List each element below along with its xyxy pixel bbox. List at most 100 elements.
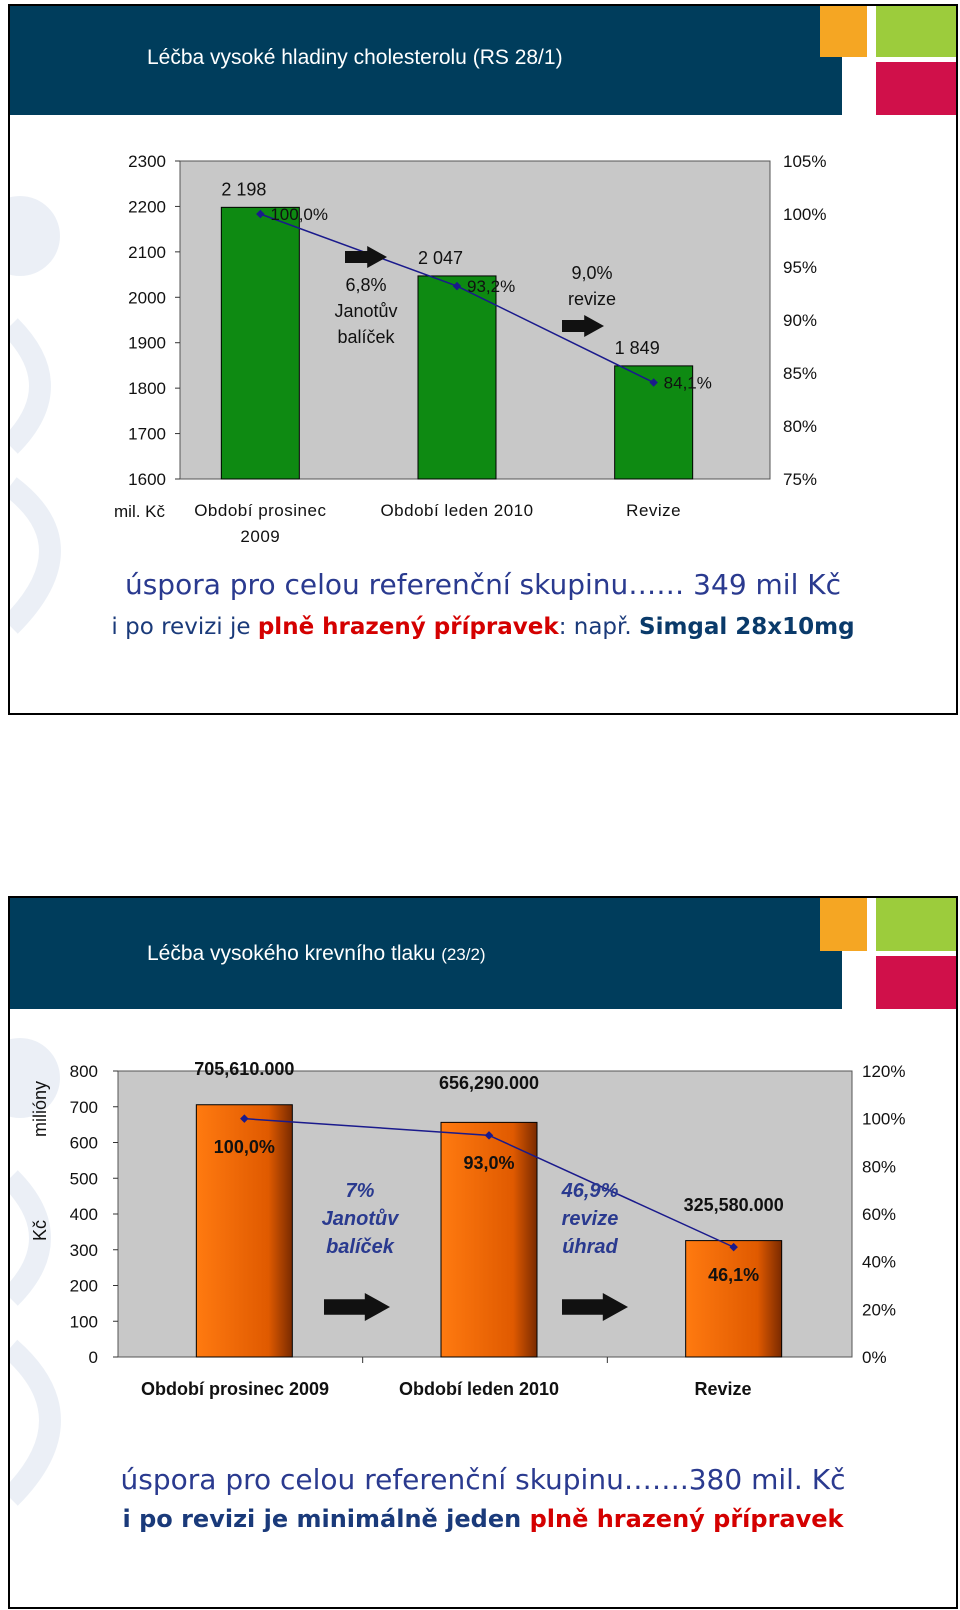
annotation-label: Janotův bbox=[322, 1208, 401, 1230]
category-label: Období leden 2010 bbox=[380, 501, 533, 520]
category-label: Období prosinec 2009 bbox=[141, 1379, 329, 1399]
corner-tile-green bbox=[876, 6, 956, 57]
category-label: Revize bbox=[626, 501, 681, 520]
y-tick-label: 500 bbox=[70, 1169, 98, 1188]
slide-title-code: (23/2) bbox=[441, 945, 486, 964]
bar bbox=[685, 1240, 783, 1358]
annotation-label: 7% bbox=[346, 1180, 375, 1202]
note-highlight: plně hrazený přípravek bbox=[257, 614, 559, 640]
annotation-label: revize bbox=[568, 289, 616, 309]
note-text-1: i po revizi je minimálně jeden bbox=[122, 1505, 530, 1533]
y-tick-label: 700 bbox=[70, 1098, 98, 1117]
y2-tick-label: 0% bbox=[862, 1348, 887, 1367]
corner-tile-red bbox=[876, 62, 956, 115]
corner-tile-orange bbox=[820, 898, 867, 951]
bar-value-label: 2 047 bbox=[418, 248, 463, 268]
y2-tick-label: 75% bbox=[783, 470, 817, 489]
y2-tick-label: 120% bbox=[862, 1062, 905, 1081]
annotation-label: úhrad bbox=[562, 1236, 618, 1258]
bar bbox=[417, 275, 497, 480]
category-label: Období prosinec bbox=[194, 501, 326, 520]
percent-label: 46,1% bbox=[708, 1265, 759, 1285]
arrow-icon bbox=[324, 1293, 390, 1321]
y-tick-label: 200 bbox=[70, 1277, 98, 1296]
slide-header: Léčba vysoké hladiny cholesterolu (RS 28… bbox=[10, 6, 842, 115]
note-highlight: plně hrazený přípravek bbox=[529, 1505, 844, 1533]
y-tick-label: 300 bbox=[70, 1241, 98, 1260]
y-tick-label: 2000 bbox=[128, 288, 166, 307]
bar-value-label: 325,580.000 bbox=[684, 1195, 784, 1215]
arrow-right bbox=[562, 315, 604, 337]
watermark-sun-icon bbox=[10, 1038, 61, 1506]
arrow-right bbox=[345, 246, 387, 268]
note-text-2: : např. bbox=[558, 614, 639, 640]
category-label: 2009 bbox=[240, 527, 280, 546]
percent-label: 84,1% bbox=[664, 374, 712, 393]
y-tick-label: 1600 bbox=[128, 470, 166, 489]
y2-tick-label: 105% bbox=[783, 152, 826, 171]
note-text-1: i po revizi je bbox=[111, 614, 258, 640]
y-tick-label: 600 bbox=[70, 1134, 98, 1153]
slide-cholesterol: Léčba vysoké hladiny cholesterolu (RS 28… bbox=[8, 4, 958, 715]
annotation-label: Janotův bbox=[334, 301, 397, 321]
category-label: Období leden 2010 bbox=[399, 1379, 559, 1399]
y-axis-label-top: milióny bbox=[30, 1081, 50, 1137]
y2-tick-label: 60% bbox=[862, 1205, 896, 1224]
y2-tick-label: 95% bbox=[783, 258, 817, 277]
blood-pressure-chart: 800 700 600 500 400 300 200 100 0 milióny Kč 120% 10… bbox=[30, 1059, 905, 1399]
arrow-right bbox=[562, 1293, 628, 1321]
bar bbox=[195, 1104, 293, 1358]
slide-header: Léčba vysokého krevního tlaku (23/2) bbox=[10, 898, 842, 1009]
slide-title-main: Léčba vysokého krevního tlaku bbox=[147, 942, 442, 965]
percent-label: 100,0% bbox=[270, 205, 328, 224]
y2-tick-label: 100% bbox=[783, 205, 826, 224]
percent-label: 93,0% bbox=[463, 1153, 514, 1173]
reimbursement-note: i po revizi je plně hrazený přípravek: n… bbox=[10, 614, 956, 640]
y-tick-label: 0 bbox=[89, 1348, 98, 1367]
corner-tile-red bbox=[876, 956, 956, 1009]
bar-value-label: 1 849 bbox=[615, 338, 660, 358]
y-tick-label: 2100 bbox=[128, 243, 166, 262]
cholesterol-chart: 2300 2200 2100 2000 1900 1800 1700 1600 mil. Kč 1… bbox=[114, 152, 826, 546]
y2-tick-label: 100% bbox=[862, 1110, 905, 1129]
y2-tick-label: 80% bbox=[862, 1157, 896, 1176]
bar-value-label: 656,290.000 bbox=[439, 1073, 539, 1093]
corner-tile-green bbox=[876, 898, 956, 951]
y2-tick-label: 80% bbox=[783, 417, 817, 436]
y-axis-label-bottom: Kč bbox=[30, 1220, 50, 1241]
y-tick-label: 1900 bbox=[128, 334, 166, 353]
slide-title: Léčba vysokého krevního tlaku (23/2) bbox=[147, 942, 486, 966]
y-tick-label: 2300 bbox=[128, 152, 166, 171]
percent-label: 100,0% bbox=[214, 1137, 275, 1157]
y-tick-label: 1800 bbox=[128, 379, 166, 398]
percent-marker bbox=[649, 378, 658, 387]
bar bbox=[220, 206, 300, 480]
arrow-icon bbox=[345, 246, 387, 268]
y2-tick-label: 40% bbox=[862, 1253, 896, 1272]
reimbursement-note: i po revizi je minimálně jeden plně hraz… bbox=[10, 1505, 956, 1533]
percent-marker bbox=[452, 281, 462, 291]
bar-value-label: 2 198 bbox=[221, 179, 266, 199]
y2-tick-label: 20% bbox=[862, 1300, 896, 1319]
y-tick-label: 2200 bbox=[128, 197, 166, 216]
savings-summary: úspora pro celou referenční skupinu…….38… bbox=[120, 1463, 846, 1496]
y-tick-label: 800 bbox=[70, 1062, 98, 1081]
y-tick-label: 1700 bbox=[128, 425, 166, 444]
y-tick-label: 400 bbox=[70, 1205, 98, 1224]
annotation-label: balíček bbox=[326, 1236, 395, 1258]
y-tick-label: 100 bbox=[70, 1312, 98, 1331]
percent-label: 93,2% bbox=[467, 277, 515, 296]
annotation-label: revize bbox=[562, 1208, 619, 1230]
category-label: Revize bbox=[694, 1379, 751, 1399]
annotation-label: balíček bbox=[337, 327, 395, 347]
watermark-sun-icon bbox=[10, 196, 61, 634]
savings-summary: úspora pro celou referenční skupinu…… 34… bbox=[124, 568, 842, 601]
y2-tick-label: 85% bbox=[783, 364, 817, 383]
y2-tick-label: 90% bbox=[783, 311, 817, 330]
annotation-label: 46,9% bbox=[561, 1180, 619, 1202]
slide-blood-pressure: Léčba vysokého krevního tlaku (23/2) 800… bbox=[8, 896, 958, 1609]
arrow-icon bbox=[562, 1293, 628, 1321]
y-axis-label: mil. Kč bbox=[114, 502, 166, 521]
slide-title: Léčba vysoké hladiny cholesterolu (RS 28… bbox=[147, 46, 563, 69]
note-drug: Simgal 28x10mg bbox=[639, 614, 855, 640]
